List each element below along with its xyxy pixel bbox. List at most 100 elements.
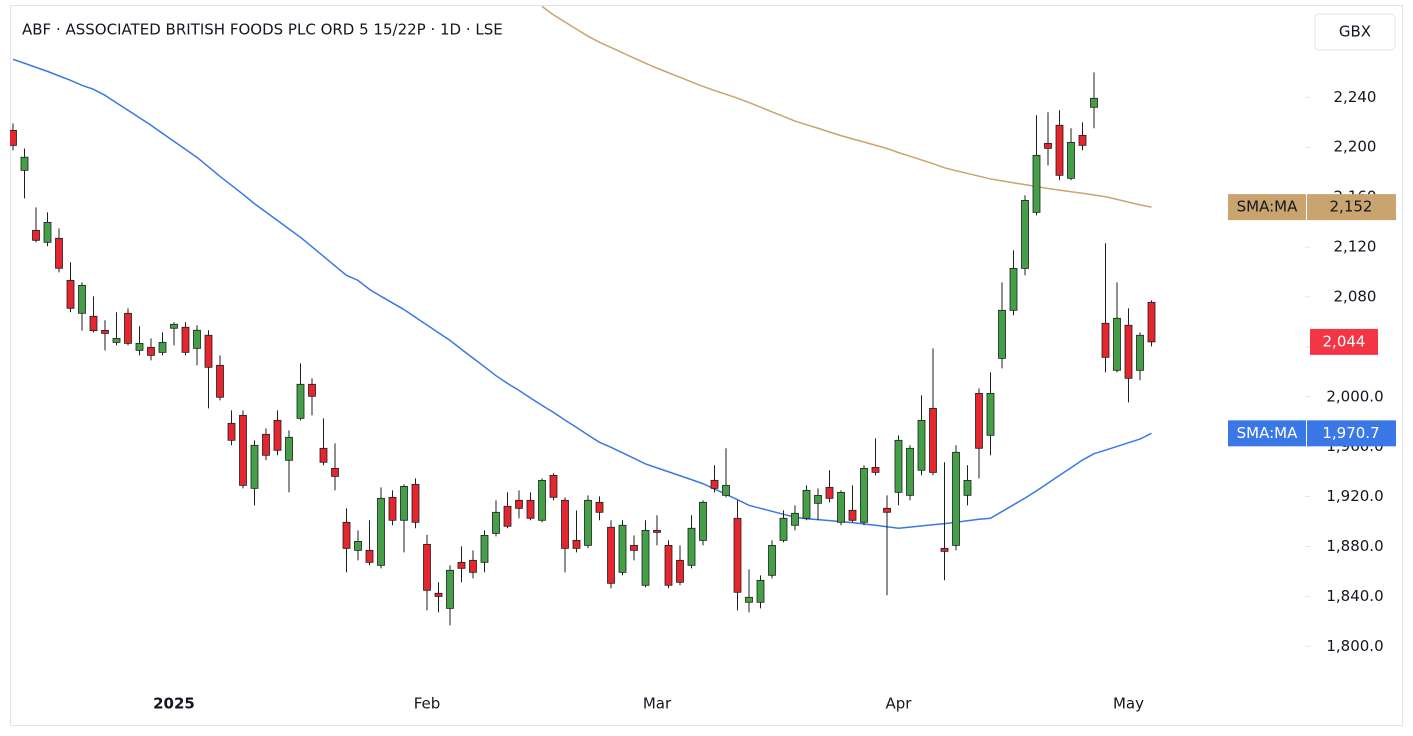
candle-body <box>1078 134 1087 146</box>
candle-body <box>986 393 995 436</box>
candle-body <box>101 329 109 334</box>
candle-body <box>894 439 903 493</box>
candle-body <box>756 579 765 603</box>
sma-name-box <box>1228 420 1306 447</box>
candle-body <box>331 467 339 477</box>
candle-body <box>480 534 489 563</box>
candle-body <box>365 549 374 563</box>
candle-body <box>561 499 569 549</box>
sma-name: SMA:MA <box>1237 198 1298 216</box>
sma-line <box>12 58 1152 530</box>
candle-body <box>963 479 972 496</box>
candle-body <box>89 315 98 332</box>
candle-body <box>630 544 638 551</box>
candle-body <box>32 229 40 241</box>
candle-body <box>170 323 178 329</box>
candle-body <box>423 543 431 591</box>
candle-body <box>308 383 316 397</box>
candle-body <box>354 540 362 551</box>
candle-body <box>227 422 236 441</box>
candle-body <box>584 499 592 546</box>
sma-value-box <box>1307 194 1396 221</box>
candle-body <box>595 501 604 513</box>
candle-body <box>434 592 443 597</box>
candle-body <box>492 511 500 534</box>
candle-body <box>446 569 454 609</box>
y-tick-label: 2,200 <box>1334 138 1377 156</box>
candle-body <box>998 309 1006 359</box>
sma-name-box <box>1228 194 1306 221</box>
candle-body <box>469 559 477 573</box>
candle-body <box>906 447 914 496</box>
candle-body <box>538 479 546 521</box>
last-price-label: 2,044 <box>1323 332 1366 350</box>
chart-frame <box>10 5 1403 726</box>
candle-body <box>400 485 408 521</box>
candle-body <box>388 496 397 521</box>
candle-body <box>653 530 661 533</box>
candle-body <box>204 334 213 368</box>
candle-body <box>1067 141 1075 179</box>
candle-body <box>112 337 121 343</box>
y-tick-label: 1,880.0 <box>1326 537 1383 555</box>
candle-body <box>814 495 822 504</box>
x-tick-label: May <box>1113 695 1144 713</box>
candle-body <box>825 486 834 499</box>
candle-body <box>1090 97 1098 108</box>
candle-body <box>411 483 420 523</box>
candle-body <box>940 547 949 552</box>
candle-body <box>1021 199 1029 269</box>
x-tick-label: Feb <box>414 695 441 713</box>
candle-body <box>262 433 270 456</box>
candle-body <box>664 544 673 586</box>
candle-body <box>1136 334 1144 371</box>
y-tick-label: 2,240 <box>1334 88 1377 106</box>
candle-body <box>745 596 753 603</box>
x-tick-label: Apr <box>886 695 913 713</box>
candle-body <box>377 497 385 566</box>
sma-value-label: 1,970.7 <box>1322 424 1379 442</box>
candle-body <box>733 517 742 593</box>
candle-body <box>239 414 247 486</box>
y-tick-label: 1,840.0 <box>1326 587 1383 605</box>
sma-name: SMA:MA <box>1237 424 1298 442</box>
y-tick-label: 2,120 <box>1334 238 1377 256</box>
candle-body <box>273 419 282 451</box>
candle-body <box>607 526 615 584</box>
candle-body <box>860 467 868 523</box>
currency-button[interactable] <box>1314 13 1396 51</box>
sma-value-box <box>1307 420 1396 447</box>
currency-label[interactable]: GBX <box>1339 23 1371 41</box>
candle-body <box>699 501 707 541</box>
candle-body <box>802 489 811 519</box>
candle-body <box>1124 324 1133 379</box>
candle-body <box>526 499 535 519</box>
candle-body <box>1009 267 1018 311</box>
candle-body <box>1044 142 1052 149</box>
candle-body <box>1101 322 1110 358</box>
candle-body <box>1147 301 1156 343</box>
candle-body <box>285 436 293 461</box>
candle-body <box>687 527 696 566</box>
candle-body <box>572 539 581 549</box>
candle-body <box>135 342 144 351</box>
candle-body <box>10 129 17 146</box>
candle-body <box>43 221 52 243</box>
y-tick-label: 1,920.0 <box>1326 487 1383 505</box>
candle-body <box>78 284 86 314</box>
candle-body <box>124 312 132 344</box>
candle-body <box>676 559 684 583</box>
candle-body <box>319 447 328 463</box>
candle-body <box>722 484 730 496</box>
candle-body <box>871 466 880 473</box>
candle-body <box>952 451 960 546</box>
candle-body <box>66 279 75 309</box>
candle-body <box>768 544 776 576</box>
candle-body <box>549 474 558 498</box>
candle-body <box>158 341 167 353</box>
candle-body <box>837 491 845 523</box>
candle-body <box>929 407 937 473</box>
candle-body <box>20 156 29 171</box>
candle-body <box>1055 124 1064 176</box>
candle-body <box>779 517 788 541</box>
